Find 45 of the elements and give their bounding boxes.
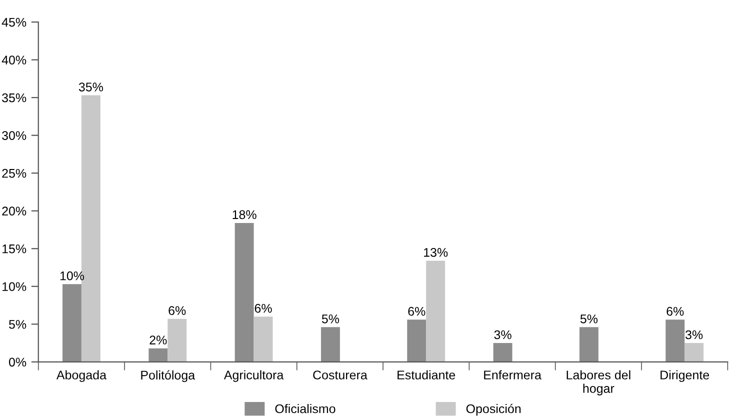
bar [254, 316, 273, 362]
data-label: 5% [580, 314, 598, 324]
bar [407, 320, 426, 362]
bar [234, 222, 254, 362]
x-tick-label: Abogada [56, 370, 106, 382]
bar [62, 284, 82, 362]
bar [148, 348, 168, 362]
y-tick-label: 30% [2, 131, 26, 140]
bar [666, 320, 685, 362]
y-tick-label: 15% [2, 244, 26, 254]
data-label: 6% [254, 304, 272, 313]
bar [684, 343, 704, 362]
bar [426, 260, 446, 362]
x-tick-label: Dirigente [660, 370, 710, 382]
legend-label: Oposición [466, 404, 521, 416]
data-label: 3% [494, 330, 512, 340]
bar [493, 343, 512, 362]
data-label: 10% [60, 271, 84, 280]
x-tick-label: Enfermera [484, 370, 542, 380]
y-tick-label: 5% [9, 320, 26, 329]
x-tick-label: Costurera [313, 370, 368, 380]
data-label: 6% [666, 306, 684, 316]
data-label: 2% [150, 336, 167, 344]
data-label: 35% [78, 82, 103, 92]
x-tick-label: Labores del hogar [566, 370, 630, 396]
y-tick-label: 10% [2, 282, 26, 292]
y-tick-label: 0% [8, 358, 26, 367]
bar [579, 327, 598, 362]
data-label: 13% [424, 248, 448, 257]
y-tick-label: 35% [2, 93, 26, 102]
x-tick-label: Estudiante [398, 370, 456, 380]
data-label: 18% [232, 210, 256, 220]
y-tick-label: 20% [2, 206, 26, 216]
data-label: 6% [408, 306, 426, 316]
y-tick-label: 40% [2, 56, 26, 64]
data-label: 5% [322, 314, 340, 324]
data-label: 3% [686, 330, 703, 340]
legend-label: Oficialismo [275, 404, 336, 414]
bar [168, 318, 187, 362]
y-tick-label: 25% [2, 168, 26, 178]
x-tick-label: Agricultora [224, 370, 284, 382]
data-label: 6% [168, 306, 186, 316]
bar [320, 327, 340, 362]
x-tick-label: Politóloga [141, 370, 196, 382]
y-tick-label: 45% [2, 18, 26, 27]
